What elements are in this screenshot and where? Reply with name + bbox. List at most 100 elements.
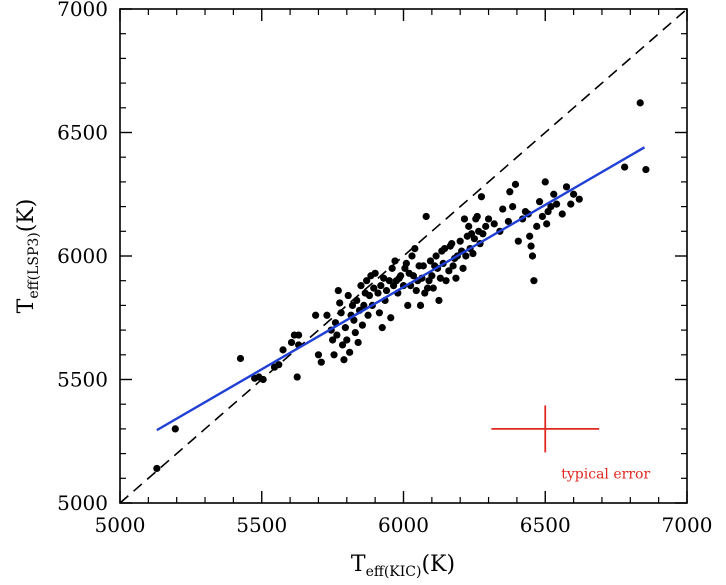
data-point xyxy=(402,259,410,268)
data-point xyxy=(416,301,425,309)
x-tick-label: 7000 xyxy=(662,513,713,537)
data-point xyxy=(541,178,549,186)
data-point xyxy=(287,338,296,347)
data-point xyxy=(333,331,341,339)
data-point xyxy=(236,354,245,363)
data-point xyxy=(429,284,437,292)
data-point xyxy=(642,165,650,174)
x-axis-label: Teff(KIC)(K) xyxy=(351,552,455,580)
y-axis-label-subscript: eff(LSP3) xyxy=(26,232,42,298)
y-axis-label: Teff(LSP3)(K) xyxy=(14,199,42,314)
data-point xyxy=(558,210,566,218)
data-point xyxy=(570,190,578,198)
axis-ticks xyxy=(119,8,688,504)
data-point xyxy=(397,272,405,280)
data-point xyxy=(460,215,469,223)
data-point xyxy=(344,291,352,300)
data-point xyxy=(323,311,331,319)
data-point xyxy=(484,215,493,223)
data-point xyxy=(526,232,534,240)
data-point xyxy=(535,198,544,206)
data-point xyxy=(428,272,436,280)
data-point xyxy=(456,237,464,245)
data-point xyxy=(295,331,303,339)
data-point xyxy=(473,212,481,221)
data-point xyxy=(371,269,379,277)
data-point xyxy=(171,425,179,433)
y-tick-label: 7000 xyxy=(57,0,108,21)
data-point xyxy=(365,291,374,300)
data-point xyxy=(435,296,443,305)
data-point xyxy=(567,200,575,208)
data-point xyxy=(350,316,358,324)
y-axis-label-main: T xyxy=(14,298,39,313)
data-point xyxy=(482,222,490,230)
data-point xyxy=(351,328,359,337)
typical-error-label: typical error xyxy=(561,466,650,482)
x-tick-label: 5500 xyxy=(236,513,287,537)
data-point xyxy=(377,282,385,290)
data-point xyxy=(436,274,444,282)
data-point xyxy=(338,341,347,349)
data-point xyxy=(382,286,391,295)
data-point xyxy=(423,284,432,292)
data-point xyxy=(575,195,583,203)
data-point xyxy=(538,212,547,221)
y-tick-label: 6000 xyxy=(57,244,108,268)
data-point xyxy=(448,240,456,248)
y-tick-label: 5500 xyxy=(57,368,108,392)
data-point xyxy=(408,252,416,260)
x-tick-label: 6000 xyxy=(378,513,429,537)
data-point xyxy=(469,249,477,258)
data-point xyxy=(547,203,555,211)
data-point xyxy=(490,220,498,228)
data-point xyxy=(357,282,365,290)
data-point xyxy=(533,222,541,230)
data-point xyxy=(445,267,453,275)
data-point xyxy=(334,286,342,295)
data-point xyxy=(317,358,325,366)
data-point xyxy=(499,205,507,213)
x-axis-label-unit: (K) xyxy=(421,552,455,577)
data-point xyxy=(530,277,538,285)
data-point xyxy=(358,321,366,329)
data-point xyxy=(426,257,435,265)
data-point xyxy=(479,230,487,238)
data-point xyxy=(411,244,419,253)
data-point xyxy=(511,180,520,188)
data-point xyxy=(312,311,320,319)
data-point xyxy=(336,299,344,307)
x-axis-label-subscript: eff(KIC) xyxy=(366,564,422,580)
data-point xyxy=(527,242,535,250)
data-point xyxy=(259,375,267,384)
data-point xyxy=(562,183,571,191)
data-point xyxy=(404,301,412,309)
x-tick-label: 5000 xyxy=(95,513,146,537)
data-point xyxy=(380,274,388,282)
data-point xyxy=(353,296,361,305)
typical-error-cross: typical error xyxy=(491,405,650,482)
data-point xyxy=(153,464,161,473)
data-point xyxy=(348,301,357,309)
data-point xyxy=(419,262,427,270)
data-point xyxy=(504,217,512,226)
y-tick-label: 6500 xyxy=(57,121,108,145)
data-point xyxy=(375,309,384,317)
data-point xyxy=(465,222,473,230)
data-point xyxy=(462,252,470,260)
data-point xyxy=(412,286,420,295)
y-axis-label-group: Teff(LSP3)(K) xyxy=(14,199,42,314)
data-point xyxy=(422,212,430,221)
data-point xyxy=(387,314,395,322)
data-point xyxy=(621,163,629,171)
data-point xyxy=(477,193,486,201)
data-point xyxy=(543,220,551,228)
y-axis-label-unit: (K) xyxy=(14,199,39,233)
data-point xyxy=(432,252,440,260)
data-point xyxy=(388,264,396,272)
data-point xyxy=(552,200,561,208)
data-point xyxy=(378,324,386,332)
data-point xyxy=(528,252,537,260)
axis-tick-labels: 5000 5500 6000 6500 7000 5000 5500 6000 6500 7000 xyxy=(57,0,712,537)
